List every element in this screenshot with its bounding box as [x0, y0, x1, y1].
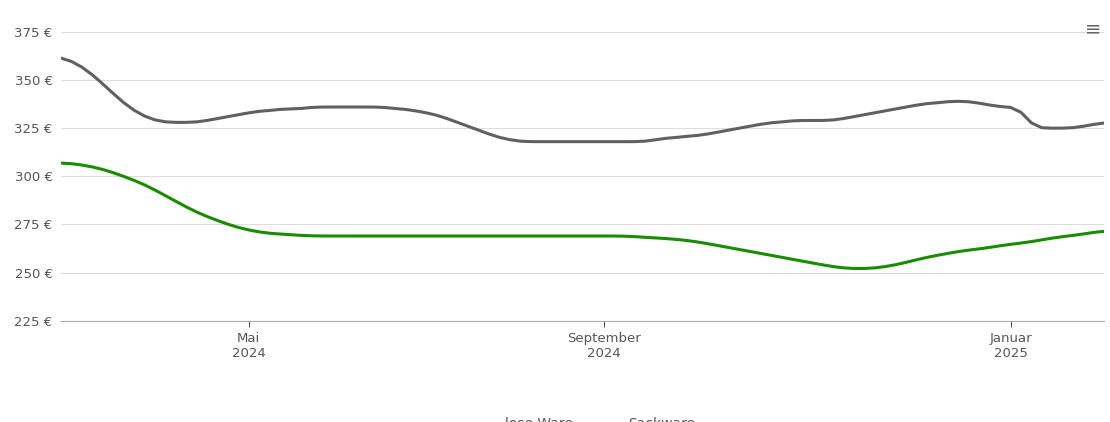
Text: ≡: ≡ [1084, 19, 1101, 38]
Legend: lose Ware, Sackware: lose Ware, Sackware [465, 412, 700, 422]
